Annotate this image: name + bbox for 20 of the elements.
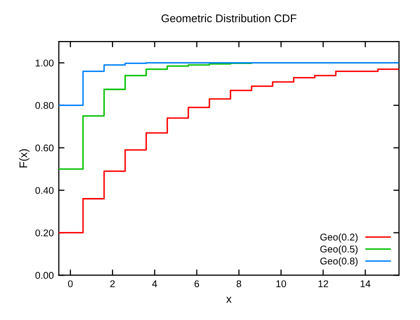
- legend-label: Geo(0.8): [320, 257, 358, 266]
- y-tick-label: 1.00: [36, 60, 54, 66]
- y-tick-label: 0.80: [35, 102, 54, 109]
- x-tick-label: 14: [360, 280, 370, 288]
- x-tick-label: 6: [194, 280, 200, 288]
- y-tick-label: 0.60: [35, 144, 54, 152]
- x-tick-label: 0: [68, 280, 73, 288]
- chart-title: Geometric Distribution CDF: [162, 14, 296, 22]
- x-axis-title: x: [226, 296, 232, 303]
- x-tick-label: 8: [236, 280, 242, 288]
- y-tick-label: 0.40: [35, 186, 54, 194]
- legend-label: Geo(0.5): [320, 245, 358, 254]
- y-tick-label: 0.20: [35, 229, 54, 236]
- y-tick-label: 0.00: [35, 272, 54, 279]
- x-tick-label: 2: [110, 280, 115, 288]
- x-tick-label: 4: [152, 280, 158, 288]
- x-tick-label: 10: [276, 280, 286, 288]
- y-axis-title: F(x): [19, 149, 30, 168]
- legend-label: Geo(0.2): [320, 233, 358, 242]
- x-tick-label: 12: [318, 280, 328, 288]
